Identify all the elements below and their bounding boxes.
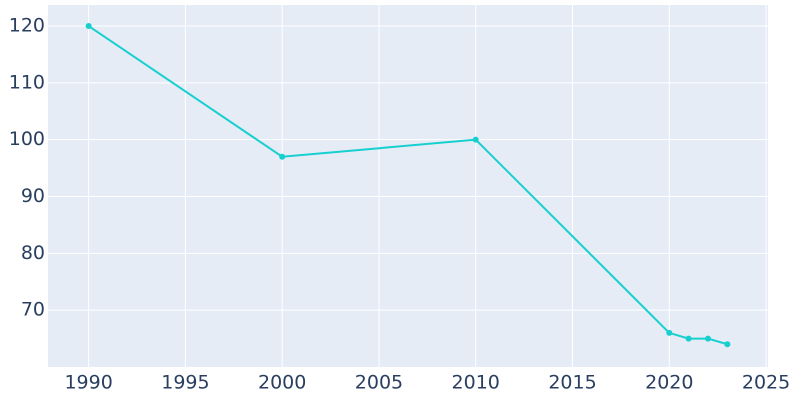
x-tick-label: 2005	[355, 372, 403, 394]
y-tick-label: 100	[9, 128, 45, 150]
x-tick-label: 2015	[548, 372, 596, 394]
y-tick-label: 110	[9, 71, 45, 93]
y-tick-label: 80	[21, 242, 45, 264]
data-point	[705, 335, 711, 342]
y-tick-label: 90	[21, 185, 45, 207]
data-point	[666, 329, 673, 336]
data-point	[724, 341, 731, 348]
data-point	[85, 23, 92, 30]
x-tick-label: 1990	[64, 372, 112, 394]
data-point	[279, 153, 286, 160]
x-tick-label: 2020	[645, 372, 693, 394]
x-tick-label: 2000	[258, 372, 306, 394]
x-tick-label: 2010	[452, 372, 500, 394]
data-point	[472, 136, 479, 143]
plot-area	[48, 5, 768, 367]
y-tick-label: 120	[9, 15, 45, 37]
data-point	[685, 335, 692, 342]
x-tick-label: 1995	[161, 372, 209, 394]
x-tick-label: 2025	[742, 372, 790, 394]
y-tick-label: 70	[21, 299, 45, 321]
